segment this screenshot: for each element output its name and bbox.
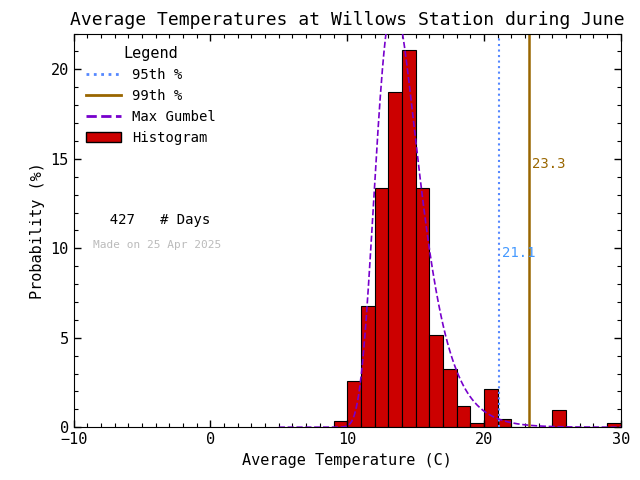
- Max Gumbel: [451, 363, 459, 369]
- Max Gumbel: [453, 369, 461, 375]
- Bar: [607, 423, 621, 427]
- Bar: [443, 369, 457, 427]
- Line: Max Gumbel: Max Gumbel: [279, 2, 640, 427]
- 95th %: [495, 407, 503, 412]
- X-axis label: Average Temperature (C): Average Temperature (C): [243, 453, 452, 468]
- Bar: [333, 421, 347, 427]
- Max Gumbel: [476, 404, 483, 410]
- Bar: [457, 406, 470, 427]
- Bar: [484, 389, 498, 427]
- Text: 427   # Days: 427 # Days: [93, 214, 210, 228]
- Bar: [361, 306, 374, 427]
- Bar: [402, 50, 415, 427]
- Bar: [470, 423, 484, 427]
- Text: 23.3: 23.3: [532, 157, 565, 171]
- 99th %: [525, 407, 533, 412]
- Bar: [498, 419, 511, 427]
- 95th %: [495, 424, 503, 430]
- Bar: [552, 410, 566, 427]
- Title: Average Temperatures at Willows Station during June: Average Temperatures at Willows Station …: [70, 11, 625, 29]
- Bar: [415, 188, 429, 427]
- Max Gumbel: [579, 424, 586, 430]
- Text: 21.1: 21.1: [502, 246, 535, 260]
- Legend: 95th %, 99th %, Max Gumbel, Histogram: 95th %, 99th %, Max Gumbel, Histogram: [81, 40, 221, 150]
- Bar: [347, 381, 361, 427]
- Max Gumbel: [495, 417, 503, 422]
- Y-axis label: Probability (%): Probability (%): [30, 162, 45, 299]
- Max Gumbel: [636, 424, 640, 430]
- Max Gumbel: [275, 424, 283, 430]
- Bar: [374, 188, 388, 427]
- Max Gumbel: [390, 0, 397, 5]
- 99th %: [525, 424, 533, 430]
- Bar: [388, 92, 402, 427]
- Bar: [429, 335, 443, 427]
- Text: Made on 25 Apr 2025: Made on 25 Apr 2025: [93, 240, 221, 250]
